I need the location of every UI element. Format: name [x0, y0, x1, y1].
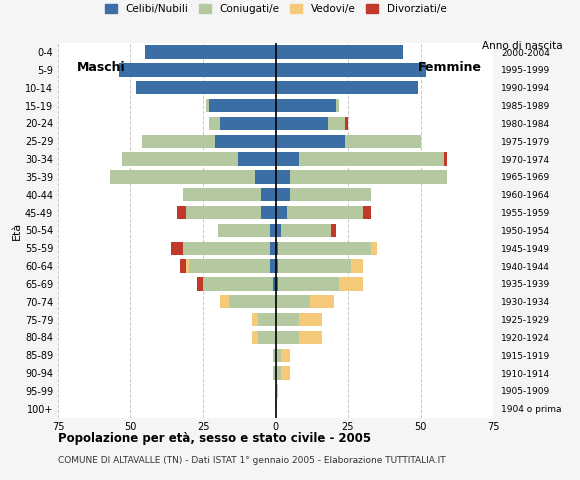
Bar: [276, 117, 328, 130]
Bar: [252, 313, 258, 326]
Bar: [276, 241, 278, 255]
Bar: [276, 63, 426, 77]
Bar: [276, 46, 403, 59]
Bar: [186, 259, 188, 273]
Bar: [276, 134, 345, 148]
Bar: [345, 117, 348, 130]
Bar: [276, 224, 281, 237]
Bar: [276, 170, 290, 184]
Bar: [276, 366, 281, 380]
Bar: [183, 188, 261, 202]
Bar: [136, 81, 276, 95]
Bar: [261, 206, 276, 219]
Bar: [203, 277, 273, 290]
Bar: [183, 241, 270, 255]
Bar: [276, 313, 299, 326]
Bar: [119, 63, 276, 77]
Y-axis label: Età: Età: [12, 221, 22, 240]
Bar: [209, 99, 276, 112]
Bar: [351, 259, 362, 273]
Bar: [238, 153, 276, 166]
Bar: [276, 384, 278, 397]
Bar: [276, 295, 310, 309]
Bar: [188, 259, 270, 273]
Bar: [276, 188, 290, 202]
Bar: [276, 206, 287, 219]
Bar: [444, 153, 447, 166]
Text: Anno di nascita: Anno di nascita: [482, 41, 563, 51]
Bar: [252, 331, 258, 344]
Text: Femmine: Femmine: [418, 61, 481, 74]
Bar: [180, 259, 186, 273]
Bar: [276, 348, 281, 362]
Bar: [299, 331, 322, 344]
Bar: [270, 259, 275, 273]
Bar: [328, 117, 345, 130]
Bar: [278, 259, 351, 273]
Bar: [276, 99, 336, 112]
Bar: [278, 241, 371, 255]
Text: Maschi: Maschi: [77, 61, 126, 74]
Bar: [197, 277, 203, 290]
Bar: [110, 170, 255, 184]
Bar: [276, 277, 278, 290]
Bar: [371, 241, 377, 255]
Bar: [345, 134, 420, 148]
Bar: [177, 206, 186, 219]
Legend: Celibi/Nubili, Coniugati/e, Vedovi/e, Divorziati/e: Celibi/Nubili, Coniugati/e, Vedovi/e, Di…: [100, 0, 451, 18]
Bar: [186, 206, 261, 219]
Bar: [122, 153, 238, 166]
Bar: [339, 277, 362, 290]
Bar: [299, 153, 444, 166]
Bar: [270, 241, 275, 255]
Bar: [215, 134, 276, 148]
Bar: [276, 153, 299, 166]
Bar: [278, 277, 339, 290]
Bar: [229, 295, 276, 309]
Bar: [281, 366, 290, 380]
Bar: [310, 295, 333, 309]
Bar: [270, 224, 275, 237]
Bar: [290, 170, 447, 184]
Bar: [218, 224, 270, 237]
Bar: [142, 134, 215, 148]
Bar: [258, 313, 276, 326]
Bar: [299, 313, 322, 326]
Bar: [273, 277, 275, 290]
Bar: [206, 99, 209, 112]
Bar: [290, 188, 371, 202]
Bar: [145, 46, 276, 59]
Text: Popolazione per età, sesso e stato civile - 2005: Popolazione per età, sesso e stato civil…: [58, 432, 371, 445]
Bar: [255, 170, 276, 184]
Bar: [261, 188, 276, 202]
Bar: [209, 117, 220, 130]
Bar: [273, 348, 275, 362]
Text: COMUNE DI ALTAVALLE (TN) - Dati ISTAT 1° gennaio 2005 - Elaborazione TUTTITALIA.: COMUNE DI ALTAVALLE (TN) - Dati ISTAT 1°…: [58, 456, 445, 465]
Bar: [171, 241, 183, 255]
Bar: [336, 99, 339, 112]
Bar: [331, 224, 336, 237]
Bar: [287, 206, 362, 219]
Bar: [362, 206, 371, 219]
Bar: [220, 295, 229, 309]
Bar: [276, 259, 278, 273]
Bar: [258, 331, 276, 344]
Bar: [220, 117, 276, 130]
Bar: [273, 366, 275, 380]
Bar: [281, 224, 331, 237]
Bar: [281, 348, 290, 362]
Bar: [276, 331, 299, 344]
Bar: [276, 81, 418, 95]
